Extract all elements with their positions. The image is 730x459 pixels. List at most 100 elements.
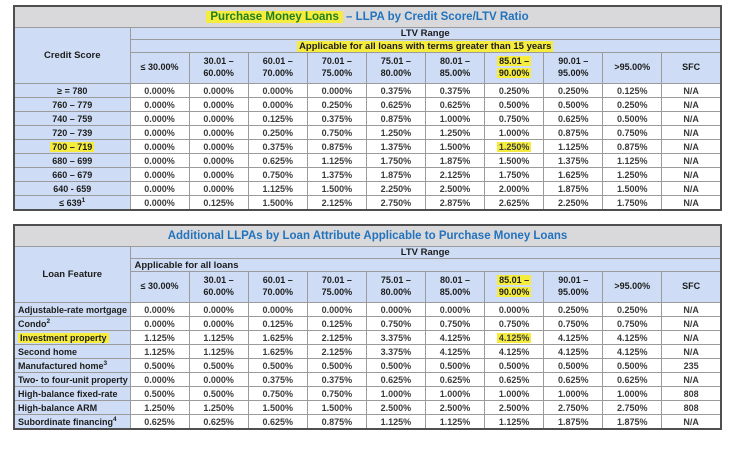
table-row: Two- to four-unit property 0.000% 0.000% 0.… bbox=[13, 372, 722, 387]
llpa-value-cell: 0.625% bbox=[129, 414, 190, 430]
ltv-column-header: 70.01 –75.00% bbox=[306, 52, 367, 84]
row-label-text: 760 – 779 bbox=[52, 99, 93, 110]
llpa-value-cell: 0.375% bbox=[365, 83, 426, 98]
llpa-value-cell: 4.125% bbox=[602, 330, 663, 345]
llpa-value-cell: 0.875% bbox=[306, 139, 367, 154]
footnote-marker: 2 bbox=[46, 318, 51, 325]
llpa-value-cell: 0.500% bbox=[424, 358, 486, 373]
llpa-value-cell: 0.750% bbox=[484, 316, 545, 331]
ltv-column-header: 60.01 –70.00% bbox=[247, 271, 308, 303]
row-label-text: High-balance fixed-rate bbox=[18, 388, 118, 399]
loan-feature-row-label: Second home bbox=[13, 344, 131, 359]
llpa-value-cell: 2.500% bbox=[365, 400, 426, 415]
ltv-column-header: >95.00% bbox=[602, 52, 663, 84]
llpa-value-cell: 1.250% bbox=[188, 400, 249, 415]
llpa-value-cell: 4.125% bbox=[484, 330, 545, 345]
column-header-line1: ≤ 30.00% bbox=[140, 62, 179, 73]
llpa-value-cell: 0.000% bbox=[188, 167, 249, 182]
llpa-value-cell: 0.750% bbox=[484, 111, 545, 126]
table-row: ≤ 6391 0.000% 0.125% 1.500% 2.125% 2.750% 2.87… bbox=[13, 195, 722, 211]
llpa-value-cell: N/A bbox=[661, 167, 722, 182]
llpa-value-cell: 0.000% bbox=[188, 125, 249, 140]
llpa-value-cell: 0.000% bbox=[129, 372, 190, 387]
credit-score-row-label: 760 – 779 bbox=[13, 97, 131, 112]
llpa-value-cell: 0.000% bbox=[129, 83, 190, 98]
llpa-value-cell: 0.500% bbox=[602, 358, 663, 373]
llpa-value-cell: N/A bbox=[661, 414, 722, 430]
table-row: Subordinate financing4 0.625% 0.625% 0.625%… bbox=[13, 414, 722, 430]
row-label-text: Investment property bbox=[18, 332, 109, 343]
llpa-value-cell: 4.125% bbox=[543, 330, 604, 345]
llpa-value-cell: 2.250% bbox=[365, 181, 426, 196]
llpa-value-cell: 0.625% bbox=[543, 111, 604, 126]
llpa-value-cell: 0.375% bbox=[247, 139, 308, 154]
column-header-line1: 80.01 – bbox=[440, 56, 471, 67]
llpa-value-cell: 0.500% bbox=[188, 358, 249, 373]
column-header-line1: 85.01 – bbox=[497, 275, 532, 286]
ltv-range-row: Credit Score LTV Range bbox=[13, 27, 722, 84]
table-title-row: Purchase Money Loans – LLPA by Credit Sc… bbox=[13, 5, 722, 28]
llpa-value-cell: 2.625% bbox=[484, 195, 545, 211]
column-header-line2: 90.00% bbox=[496, 68, 532, 78]
llpa-value-cell: 0.000% bbox=[484, 302, 545, 317]
column-header-line2: 60.00% bbox=[203, 287, 234, 297]
credit-score-row-label: 640 - 659 bbox=[13, 181, 131, 196]
llpa-value-cell: 1.750% bbox=[602, 195, 663, 211]
llpa-value-cell: 1.000% bbox=[424, 386, 486, 401]
row-label-text: 740 – 759 bbox=[52, 113, 93, 124]
column-header-line2: 85.00% bbox=[439, 287, 471, 297]
llpa-value-cell: 0.750% bbox=[247, 386, 308, 401]
llpa-value-cell: 0.500% bbox=[365, 358, 426, 373]
table-row: 760 – 779 0.000% 0.000% 0.000% 0.250% 0.625% 0… bbox=[13, 97, 722, 112]
llpa-value-cell: 0.000% bbox=[247, 302, 308, 317]
llpa-value-cell: 0.000% bbox=[129, 139, 190, 154]
ltv-column-header: 75.01 –80.00% bbox=[365, 52, 426, 84]
llpa-value-cell: 1.250% bbox=[365, 125, 426, 140]
table-row: 740 – 759 0.000% 0.000% 0.125% 0.375% 0.875% 1… bbox=[13, 111, 722, 126]
llpa-value-cell: 4.125% bbox=[602, 344, 663, 359]
llpa-value-cell: N/A bbox=[661, 83, 722, 98]
table-row: Second home 1.125% 1.125% 1.625% 2.125% 3.375… bbox=[13, 344, 722, 359]
llpa-value-cell: 1.000% bbox=[424, 111, 486, 126]
applicability-row: Applicable for all loans with terms grea… bbox=[14, 39, 722, 53]
column-header-line1: SFC bbox=[682, 62, 701, 73]
table-row: ≥ = 780 0.000% 0.000% 0.000% 0.000% 0.375% 0.3… bbox=[13, 83, 722, 98]
llpa-value-cell: 2.500% bbox=[424, 181, 486, 196]
llpa-value-cell: 1.000% bbox=[543, 386, 604, 401]
loan-feature-row-label: Investment property bbox=[13, 330, 131, 345]
llpa-value-cell: N/A bbox=[661, 344, 722, 359]
llpa-value-cell: 0.125% bbox=[306, 316, 367, 331]
llpa-value-cell: 0.500% bbox=[247, 358, 308, 373]
column-header-line2: 75.00% bbox=[321, 287, 353, 297]
llpa-value-cell: 0.750% bbox=[602, 125, 663, 140]
llpa-value-cell: N/A bbox=[661, 316, 722, 331]
llpa-value-cell: 0.250% bbox=[602, 302, 663, 317]
row-label-text: Second home bbox=[18, 346, 78, 357]
llpa-value-cell: 1.125% bbox=[129, 344, 190, 359]
llpa-value-cell: 0.250% bbox=[247, 125, 308, 140]
credit-score-row-label: 680 – 699 bbox=[13, 153, 131, 168]
column-header-line2: 70.00% bbox=[262, 68, 293, 78]
ltv-range-header: LTV Range bbox=[129, 27, 722, 40]
column-header-line1: 60.01 – bbox=[262, 275, 293, 286]
ltv-column-header: 90.01 –95.00% bbox=[543, 271, 604, 303]
subheader-text: Applicable for all loans bbox=[134, 259, 239, 271]
ltv-column-header: 30.01 –60.00% bbox=[188, 52, 249, 84]
llpa-value-cell: 0.000% bbox=[188, 372, 249, 387]
llpa-value-cell: 2.250% bbox=[543, 195, 604, 211]
row-label-text: Two- to four-unit property bbox=[18, 374, 128, 385]
table-title: Purchase Money Loans – LLPA by Credit Sc… bbox=[13, 5, 722, 28]
llpa-value-cell: 1.875% bbox=[365, 167, 426, 182]
llpa-value-cell: 0.000% bbox=[188, 139, 249, 154]
column-header-line1: 75.01 – bbox=[380, 275, 411, 286]
title-text: – LLPA by Credit Score/LTV Ratio bbox=[342, 11, 529, 23]
llpa-value-cell: 2.750% bbox=[365, 195, 426, 211]
llpa-value-cell: 2.750% bbox=[543, 400, 604, 415]
row-label-text: 700 – 719 bbox=[50, 141, 95, 152]
llpa-value-cell: 1.500% bbox=[247, 400, 308, 415]
llpa-value-cell: 1.125% bbox=[602, 153, 663, 168]
highlighted-value: 1.250% bbox=[496, 141, 532, 152]
table-row: 680 – 699 0.000% 0.000% 0.625% 1.125% 1.750% 1… bbox=[13, 153, 722, 168]
llpa-value-cell: 1.500% bbox=[247, 195, 308, 211]
ltv-column-header: 60.01 –70.00% bbox=[247, 52, 308, 84]
